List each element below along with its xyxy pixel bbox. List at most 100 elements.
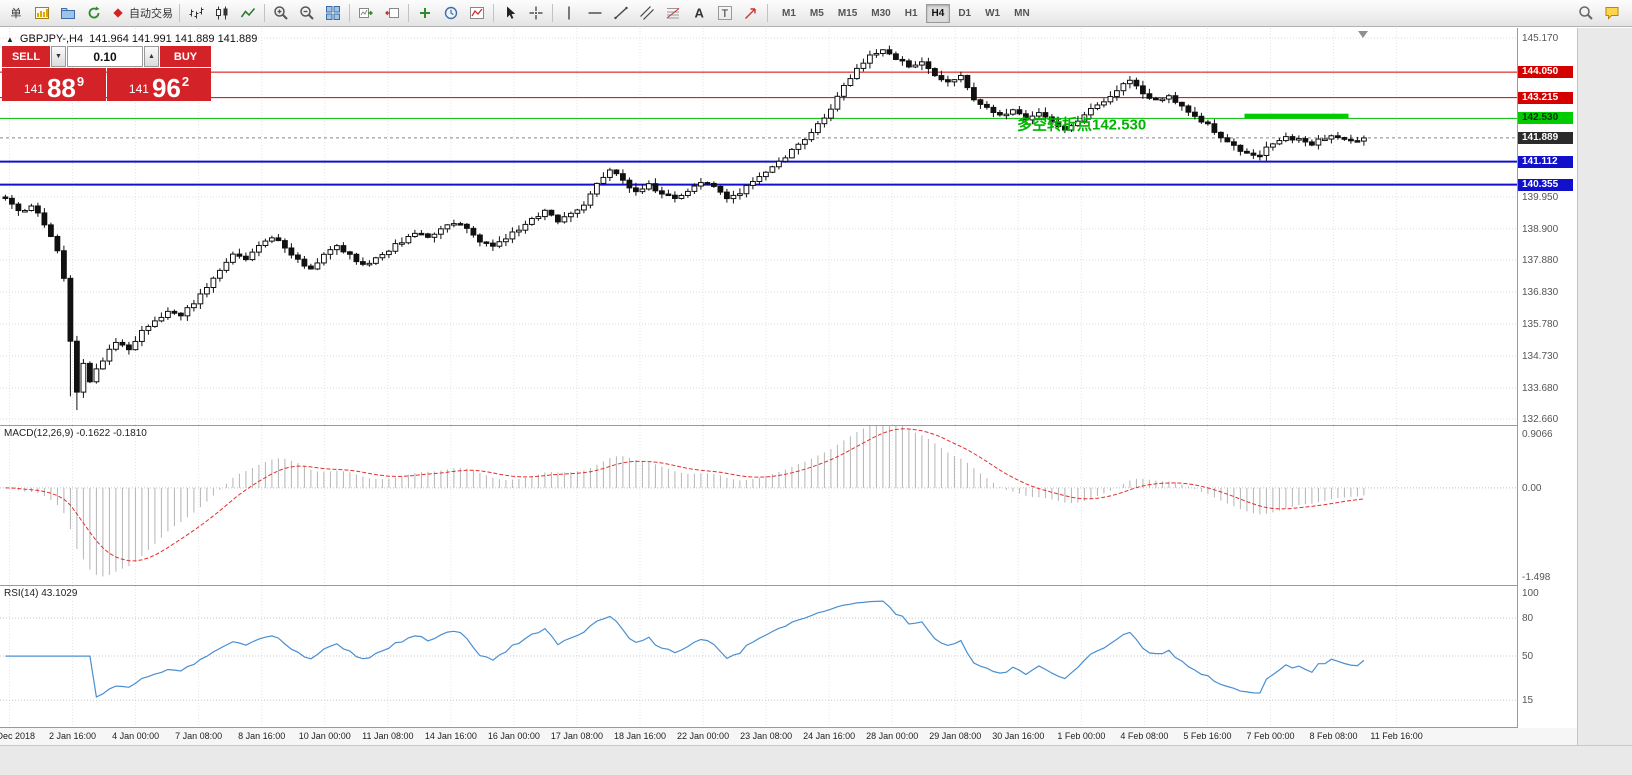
zoom-in-button[interactable] <box>268 2 294 24</box>
text-label-button[interactable]: T <box>712 2 738 24</box>
timeframe-m15[interactable]: M15 <box>837 7 858 19</box>
timeframe-w1[interactable]: W1 <box>985 7 1001 19</box>
chart-shift-button[interactable] <box>379 2 405 24</box>
volume-down-button[interactable]: ▼ <box>51 46 66 67</box>
candlestick-chart-button[interactable] <box>209 2 235 24</box>
macd-label: MACD(12,26,9) -0.1622 -0.1810 <box>4 428 147 439</box>
tline-icon <box>613 5 629 21</box>
refresh-button[interactable] <box>81 2 107 24</box>
buy-price-button[interactable]: 141 96 2 <box>107 68 211 101</box>
rsi-scale-label: 50 <box>1522 651 1534 663</box>
time-scale[interactable]: 31 Dec 2018 2 Jan 16:00 4 Jan 00:00 7 Jan 0… <box>0 728 1577 745</box>
tile-windows-button[interactable] <box>320 2 346 24</box>
templates-button[interactable] <box>464 2 490 24</box>
pane-separator[interactable] <box>0 585 1577 586</box>
buy-button[interactable]: BUY <box>160 46 211 67</box>
svg-text:T: T <box>722 8 729 20</box>
channel-button[interactable] <box>634 2 660 24</box>
timeframe-h4[interactable]: H4 <box>925 3 951 23</box>
time-axis-label: 11 Feb 16:00 <box>1370 731 1423 741</box>
collapse-arrow-icon[interactable]: ▲ <box>6 34 14 44</box>
macd-signal-line <box>5 428 1364 562</box>
text-button[interactable]: A <box>686 2 712 24</box>
price-level-badge: 144.050 <box>1518 66 1573 79</box>
macd-indicator-canvas[interactable] <box>0 426 1517 586</box>
auto-trading-button-label: 自动交易 <box>129 8 173 20</box>
pane-separator[interactable] <box>0 425 1577 426</box>
macd-scale-label: 0.00 <box>1522 482 1542 494</box>
price-scale-border <box>1517 28 1518 745</box>
price-scale-label: 136.830 <box>1522 286 1559 298</box>
price-level-badge: 142.530 <box>1518 112 1573 125</box>
macd-scale-label: -1.498 <box>1522 571 1551 583</box>
fibonacci-button[interactable] <box>660 2 686 24</box>
price-scale[interactable]: 145.170 139.950 138.900 137.880 136.830 135.7… <box>1518 28 1577 745</box>
price-scale-label: 139.950 <box>1522 191 1559 203</box>
sell-price-big: 88 <box>46 73 76 103</box>
buy-price-main: 141 <box>128 82 149 96</box>
time-axis-label: 11 Jan 08:00 <box>362 731 414 741</box>
time-axis-label: 30 Jan 16:00 <box>992 731 1045 741</box>
macd-scale-label: 0.9066 <box>1522 428 1553 440</box>
chart-shift-marker-icon[interactable] <box>1358 31 1368 38</box>
time-axis-border <box>0 727 1577 728</box>
line-icon <box>240 5 256 21</box>
rsi-label: RSI(14) 43.1029 <box>4 588 78 599</box>
timeframe-h1[interactable]: H1 <box>904 7 918 19</box>
toolbar-separator <box>349 4 350 22</box>
price-scale-label: 137.880 <box>1522 254 1559 266</box>
periods-button[interactable] <box>438 2 464 24</box>
new-chart-button[interactable] <box>29 2 55 24</box>
auto-trading-button[interactable]: 自动交易 <box>107 2 176 24</box>
volume-up-button[interactable]: ▲ <box>144 46 159 67</box>
time-axis-label: 2 Jan 16:00 <box>49 731 97 741</box>
timeframe-mn[interactable]: MN <box>1014 7 1030 19</box>
crosshair-button[interactable] <box>523 2 549 24</box>
sell-price-button[interactable]: 141 88 9 <box>2 68 106 101</box>
cursor-button[interactable] <box>497 2 523 24</box>
price-level-badge: 141.112 <box>1518 155 1573 168</box>
price-chart-canvas[interactable]: 多空转折点142.530 <box>0 28 1517 425</box>
bar-chart-button[interactable] <box>183 2 209 24</box>
zoom-out-button[interactable] <box>294 2 320 24</box>
fibo-icon <box>665 5 681 21</box>
text-t-icon: T <box>717 5 733 21</box>
toolbar-separator <box>552 4 553 22</box>
candles <box>2 45 1367 411</box>
sell-button[interactable]: SELL <box>2 46 50 67</box>
arrows-button[interactable] <box>738 2 764 24</box>
chat-button[interactable] <box>1599 2 1625 24</box>
price-scale-label: 135.780 <box>1522 318 1559 330</box>
auto-scroll-button[interactable] <box>353 2 379 24</box>
timeframe-m1[interactable]: M1 <box>782 7 796 19</box>
zoom-out-icon <box>299 5 315 21</box>
chart-annotation: 多空转折点142.530 <box>1017 115 1146 133</box>
vertical-line-button[interactable] <box>556 2 582 24</box>
timeframe-d1[interactable]: D1 <box>958 7 972 19</box>
timeframe-m30[interactable]: M30 <box>871 7 891 19</box>
chart-window: 多空转折点142.530 145.170 139.950 138.900 137.88… <box>0 28 1632 775</box>
new-order-button[interactable]: 单 <box>3 2 29 24</box>
search-icon <box>1578 5 1594 21</box>
time-axis-label: 23 Jan 08:00 <box>740 731 793 741</box>
timeframe-m5[interactable]: M5 <box>809 7 824 19</box>
new-chart-icon <box>34 5 50 21</box>
time-axis-label: 18 Jan 16:00 <box>613 731 667 741</box>
shapes-icon <box>743 5 759 21</box>
toolbar-separator <box>408 4 409 22</box>
top-toolbar: 单 自动交易 A T M1 M5 M15 M30 H1 H4 D1 W1 MN <box>0 0 1632 27</box>
time-axis-label: 7 Feb 00:00 <box>1246 731 1295 741</box>
ohlc-values: 141.964 141.991 141.889 141.889 <box>89 33 258 45</box>
candles-icon <box>214 5 230 21</box>
search-button[interactable] <box>1573 2 1599 24</box>
line-chart-button[interactable] <box>235 2 261 24</box>
add-indicator-button[interactable] <box>412 2 438 24</box>
rsi-indicator-canvas[interactable] <box>0 586 1517 728</box>
trendline-button[interactable] <box>608 2 634 24</box>
price-scale-label: 132.660 <box>1522 413 1559 425</box>
volume-input[interactable]: 0.10 <box>67 46 143 67</box>
time-axis-label: 31 Dec 2018 <box>0 731 36 741</box>
profiles-button[interactable] <box>55 2 81 24</box>
price-scale-label: 134.730 <box>1522 350 1559 362</box>
horizontal-line-button[interactable] <box>582 2 608 24</box>
